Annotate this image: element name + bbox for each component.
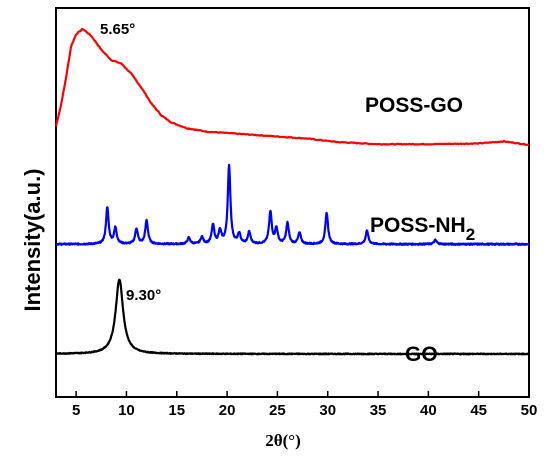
x-tick-label-5: 5 xyxy=(72,402,80,419)
x-tick-label-45: 45 xyxy=(470,402,487,419)
series-line-go xyxy=(55,278,530,356)
series-label-go: GO xyxy=(405,343,438,366)
x-tick-label-30: 30 xyxy=(319,402,336,419)
series-lines xyxy=(54,27,531,356)
series-label-poss-nh2-subscript: 2 xyxy=(466,225,475,244)
series-label-poss-nh2-main: POSS-NH xyxy=(370,214,466,237)
x-tick-label-25: 25 xyxy=(269,402,286,419)
x-ticks xyxy=(75,391,530,397)
series-label-poss-nh2: POSS-NH2 xyxy=(370,214,475,244)
x-tick-label-15: 15 xyxy=(168,402,185,419)
x-tick-labels: 5 10 15 20 25 30 35 40 45 50 xyxy=(72,402,537,419)
x-tick-label-50: 50 xyxy=(521,402,538,419)
plot-frame xyxy=(55,7,530,398)
annotation-5-65: 5.65° xyxy=(100,21,135,38)
x-axis-title: 2θ(°) xyxy=(265,431,301,450)
series-line-poss-go xyxy=(54,27,530,146)
series-label-poss-go: POSS-GO xyxy=(365,94,463,117)
x-tick-label-40: 40 xyxy=(420,402,437,419)
annotation-9-30: 9.30° xyxy=(126,287,161,304)
series-line-poss-nh2 xyxy=(55,163,531,246)
x-tick-label-35: 35 xyxy=(370,402,387,419)
y-axis-title: Intensity(a.u.) xyxy=(20,168,45,311)
x-tick-label-20: 20 xyxy=(219,402,236,419)
x-tick-label-10: 10 xyxy=(118,402,135,419)
